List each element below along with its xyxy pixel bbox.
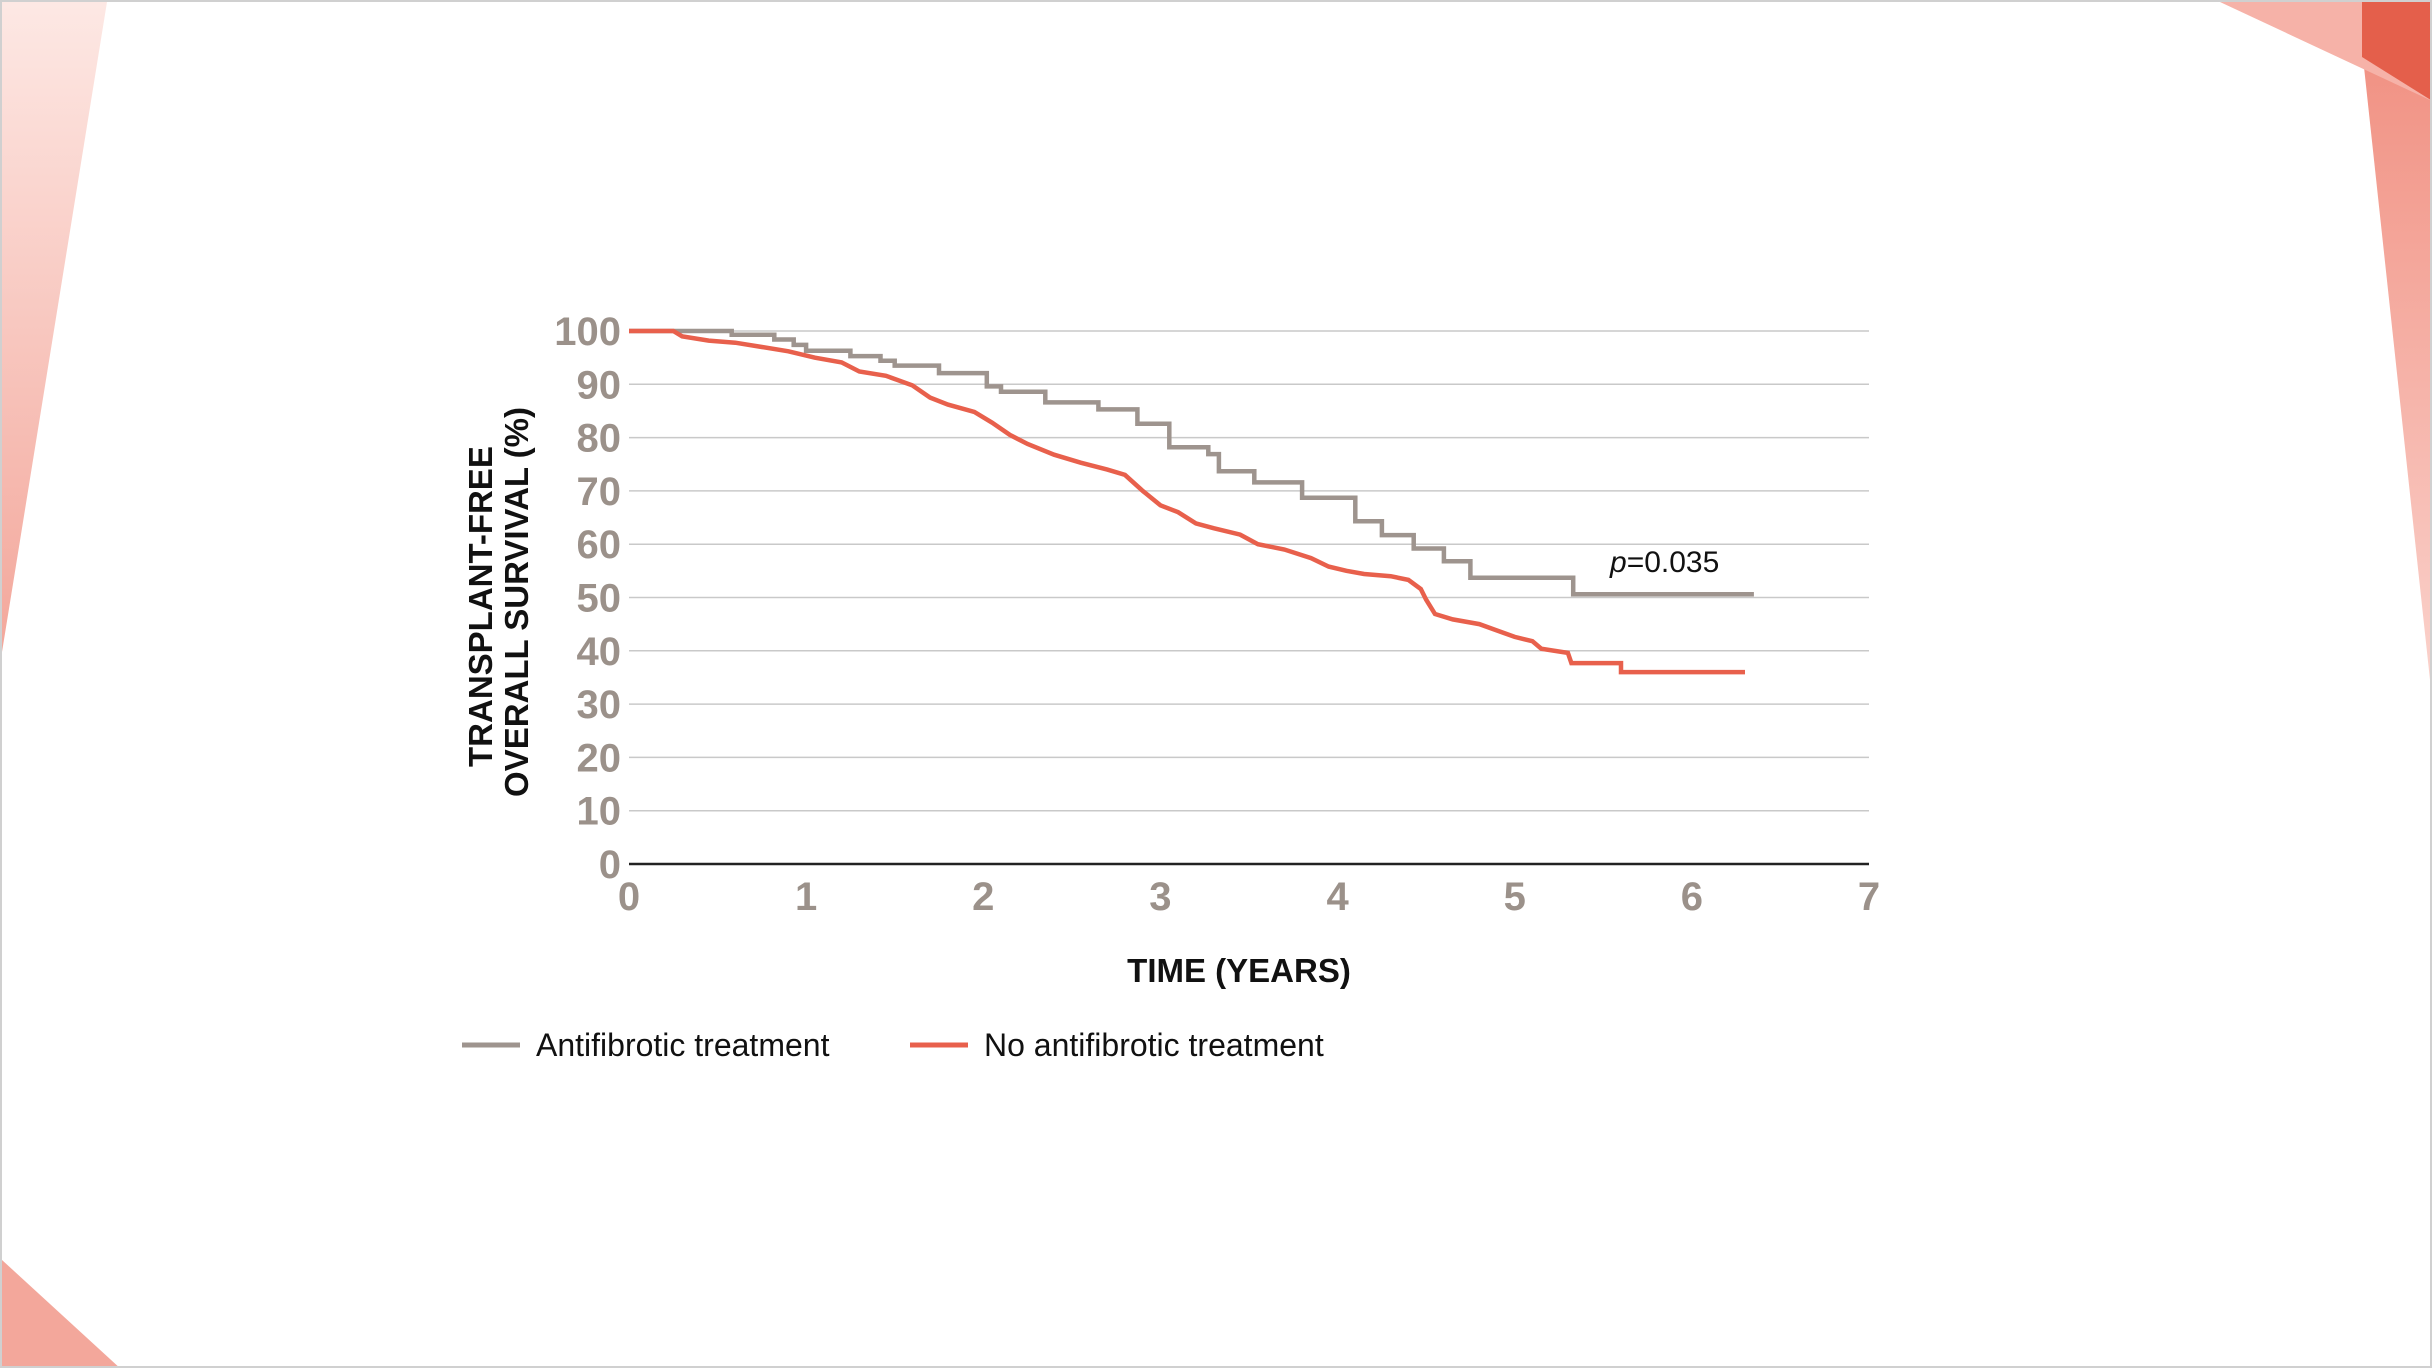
y-tick-60: 60 bbox=[577, 523, 622, 567]
p-value-number: =0.035 bbox=[1627, 546, 1720, 579]
x-tick-2: 2 bbox=[972, 875, 994, 919]
y-axis-title-line-2: OVERALL SURVIVAL (%) bbox=[498, 407, 535, 797]
x-tick-0: 0 bbox=[618, 875, 640, 919]
series-line-antifibrotic bbox=[629, 331, 1754, 594]
y-tick-30: 30 bbox=[577, 683, 622, 727]
x-tick-7: 7 bbox=[1858, 875, 1880, 919]
p-value-italic: p bbox=[1609, 546, 1627, 579]
y-tick-40: 40 bbox=[577, 630, 622, 674]
legend-label-no-antifibrotic: No antifibrotic treatment bbox=[984, 1027, 1324, 1063]
x-tick-4: 4 bbox=[1326, 875, 1349, 919]
legend: Antifibrotic treatment No antifibrotic t… bbox=[462, 1027, 1324, 1063]
x-tick-3: 3 bbox=[1149, 875, 1171, 919]
y-tick-10: 10 bbox=[577, 790, 622, 834]
x-tick-6: 6 bbox=[1681, 875, 1703, 919]
x-tick-labels: 0 1 2 3 4 5 6 7 bbox=[618, 875, 1880, 919]
y-tick-90: 90 bbox=[577, 363, 622, 407]
y-tick-80: 80 bbox=[577, 417, 622, 461]
x-tick-5: 5 bbox=[1504, 875, 1526, 919]
x-axis-title: TIME (YEARS) bbox=[1127, 952, 1351, 989]
y-axis-title-line-1: TRANSPLANT-FREE bbox=[462, 446, 499, 767]
y-tick-20: 20 bbox=[577, 736, 622, 780]
series-lines bbox=[629, 331, 1754, 672]
y-tick-50: 50 bbox=[577, 577, 622, 621]
x-tick-1: 1 bbox=[795, 875, 817, 919]
series-line-no-antifibrotic bbox=[629, 331, 1745, 672]
y-axis-title: TRANSPLANT-FREE OVERALL SURVIVAL (%) bbox=[462, 407, 535, 797]
legend-label-antifibrotic: Antifibrotic treatment bbox=[536, 1027, 830, 1063]
p-value-annotation: p=0.035 bbox=[1609, 546, 1719, 579]
y-tick-70: 70 bbox=[577, 470, 622, 514]
y-tick-100: 100 bbox=[554, 310, 621, 354]
